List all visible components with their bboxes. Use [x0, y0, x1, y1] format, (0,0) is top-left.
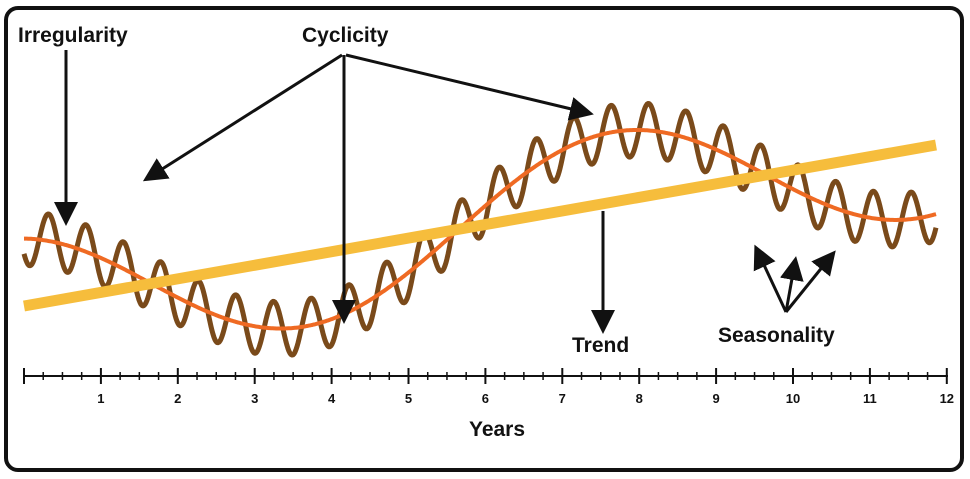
x-tick-label: 4: [328, 391, 336, 406]
cyclic-curve: [24, 128, 937, 331]
x-tick-label: 12: [940, 391, 954, 406]
seasonal-irregular-curve: [21, 101, 939, 358]
x-tick-label: 6: [482, 391, 489, 406]
x-tick-label: 2: [174, 391, 181, 406]
x-tick-label: 11: [863, 391, 877, 406]
x-tick-label: 1: [97, 391, 104, 406]
cyclicity-arrow-left: [142, 53, 343, 182]
irregularity-label: Irregularity: [18, 24, 128, 47]
x-tick-label: 8: [636, 391, 643, 406]
x-tick-label: 5: [405, 391, 412, 406]
seasonality-arrow-right: [784, 250, 836, 313]
seasonality-arrow-mid: [780, 256, 804, 313]
cyclicity-arrow-right: [345, 53, 594, 121]
x-tick-label: 9: [712, 391, 719, 406]
x-tick-label: 7: [559, 391, 566, 406]
trend-label: Trend: [572, 334, 629, 357]
x-axis-label: Years: [469, 418, 525, 441]
x-tick-label: 3: [251, 391, 258, 406]
seasonality-arrow-left: [753, 244, 788, 313]
x-axis-ticks: 1 2 3 4 5 6 7 8 9 10 11 12: [23, 368, 954, 406]
seasonality-label: Seasonality: [718, 324, 835, 347]
trend-line: [23, 139, 937, 312]
x-tick-label: 10: [786, 391, 800, 406]
cyclicity-label: Cyclicity: [302, 24, 389, 47]
